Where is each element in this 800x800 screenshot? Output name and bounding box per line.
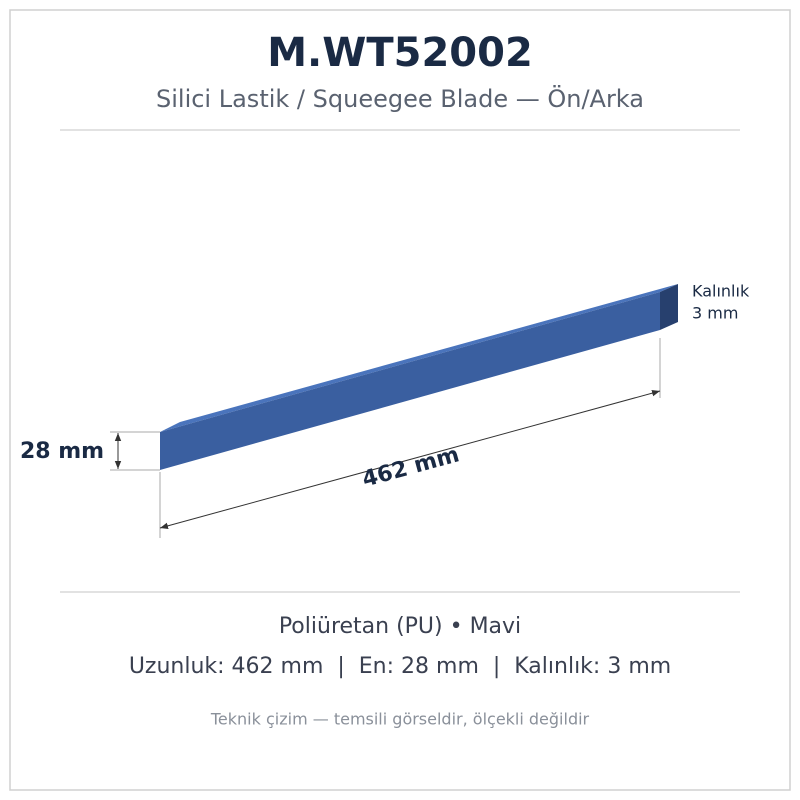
blade-side [660, 284, 678, 330]
thickness-label: Kalınlık [692, 282, 750, 301]
thickness-value: 3 mm [692, 304, 738, 323]
width-label: 28 mm [20, 439, 104, 464]
note: Teknik çizim — temsili görseldir, ölçekl… [210, 710, 590, 729]
dimension-line [159, 390, 661, 529]
title: M.WT52002 [267, 30, 533, 76]
material: Poliüretan (PU) • Mavi [279, 614, 521, 639]
specs: Uzunluk: 462 mm | En: 28 mm | Kalınlık: … [129, 654, 671, 679]
subtitle: Silici Lastik / Squeegee Blade — Ön/Arka [156, 84, 644, 113]
